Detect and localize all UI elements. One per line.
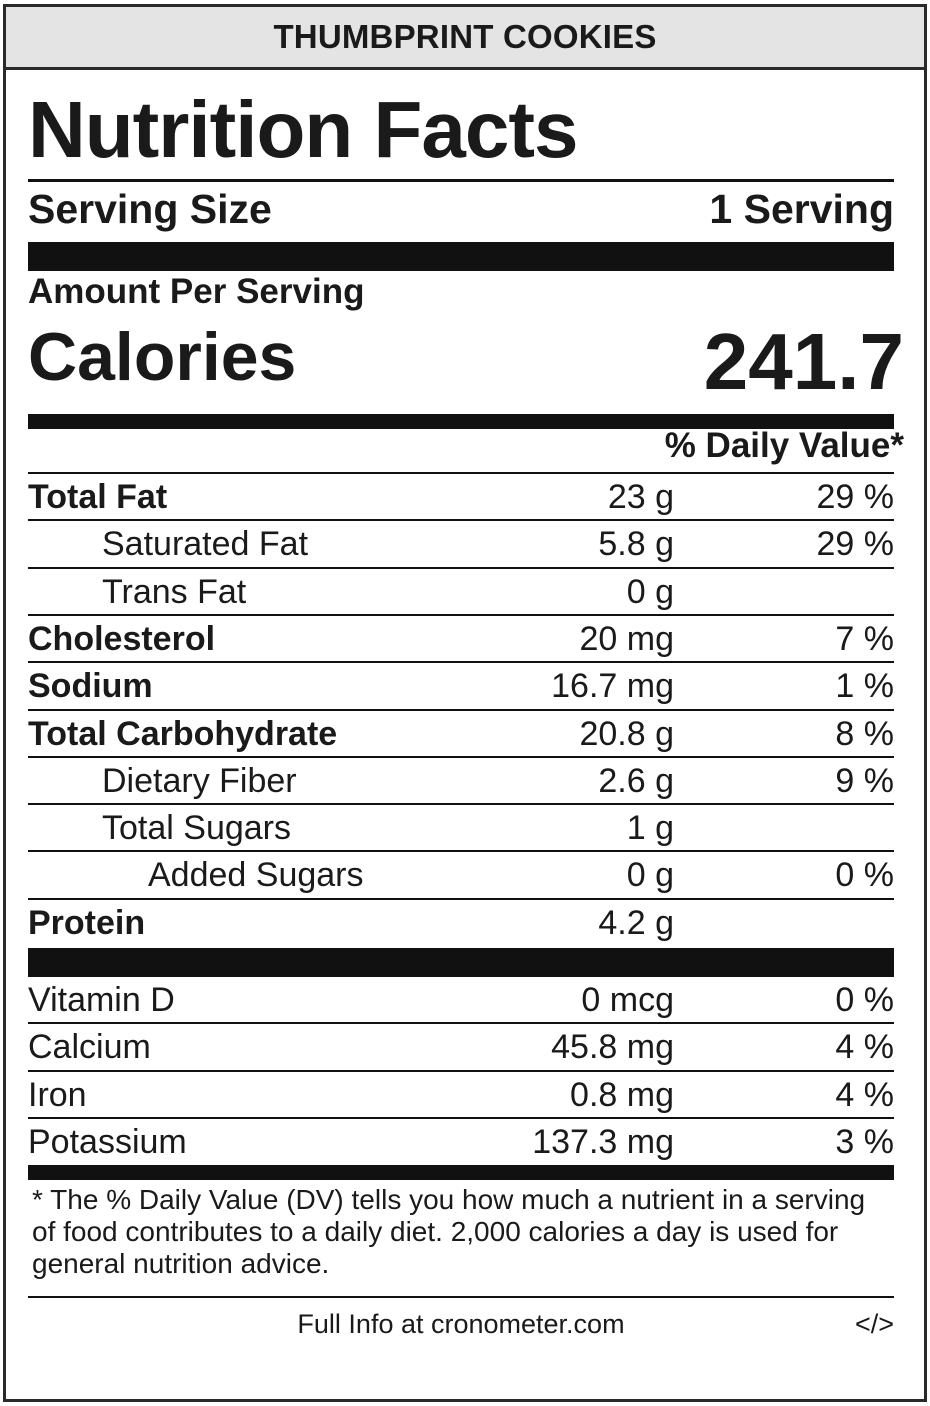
nutrient-daily-value: 0 % (835, 856, 894, 895)
nutrient-row: Dietary Fiber 2.6 g 9 % (28, 758, 894, 804)
divider (28, 179, 894, 182)
nutrient-amount: 23 g (607, 478, 674, 516)
nutrient-name: Total Sugars (102, 809, 291, 848)
nutrient-amount: 2.6 g (598, 761, 674, 800)
calories-value: 241.7 (703, 317, 904, 406)
nutrient-name: Calcium (28, 1028, 151, 1067)
nutrient-daily-value: 29 % (816, 525, 895, 564)
nutrient-amount: 16.7 mg (551, 667, 674, 706)
row-divider (28, 472, 894, 474)
thick-divider (28, 1165, 894, 1180)
nutrient-amount: 137.3 mg (532, 1122, 674, 1161)
row-divider (28, 803, 894, 806)
nutrient-amount: 0 g (626, 856, 674, 895)
nutrient-name: Protein (28, 903, 146, 942)
nutrient-row: Trans Fat 0 g (28, 569, 894, 615)
thick-divider (28, 242, 894, 271)
divider (28, 1296, 894, 1298)
nutrient-row: Total Carbohydrate 20.8 g 8 % (28, 711, 894, 757)
nutrient-name: Dietary Fiber (102, 761, 297, 800)
row-divider (28, 1022, 894, 1025)
row-divider (28, 566, 894, 569)
footer: Full Info at cronometer.com </> (28, 1304, 894, 1344)
amount-per-serving: Amount Per Serving (28, 272, 365, 311)
nutrient-row: Added Sugars 0 g 0 % (28, 852, 894, 898)
daily-value-header: % Daily Value* (664, 426, 904, 465)
calories-label: Calories (28, 319, 297, 395)
serving-size-label: Serving Size (28, 186, 272, 232)
nutrient-daily-value: 3 % (835, 1122, 894, 1161)
nutrient-name: Iron (28, 1075, 87, 1114)
thick-divider (28, 414, 894, 429)
row-divider (28, 1116, 894, 1119)
nutrient-row: Potassium 137.3 mg 3 % (28, 1119, 894, 1165)
nutrient-daily-value: 29 % (816, 478, 895, 516)
nutrient-amount: 4.2 g (598, 903, 674, 942)
nutrient-amount: 0 g (626, 572, 674, 611)
serving-size-row: Serving Size 1 Serving (28, 180, 894, 238)
nutrient-daily-value: 9 % (835, 761, 894, 800)
nutrient-daily-value: 8 % (835, 714, 894, 753)
daily-value-footnote: * The % Daily Value (DV) tells you how m… (32, 1184, 866, 1279)
nutrient-amount: 0.8 mg (570, 1075, 674, 1114)
product-title: THUMBPRINT COOKIES (6, 7, 924, 70)
nutrient-name: Total Fat (28, 478, 168, 516)
thick-divider (28, 948, 894, 977)
nutrient-row: Total Sugars 1 g (28, 805, 894, 851)
nutrient-daily-value: 4 % (835, 1075, 894, 1114)
row-divider (28, 519, 894, 522)
nutrient-row: Cholesterol 20 mg 7 % (28, 616, 894, 662)
row-divider (28, 850, 894, 853)
row-divider (28, 613, 894, 616)
nutrient-amount: 5.8 g (598, 525, 674, 564)
nutrient-row: Protein 4.2 g (28, 900, 894, 946)
nutrient-daily-value: 7 % (835, 619, 894, 658)
nutrient-row: Total Fat 23 g 29 % (28, 474, 894, 520)
nutrient-name: Added Sugars (148, 856, 364, 895)
nutrient-amount: 1 g (626, 809, 674, 848)
nutrient-row: Calcium 45.8 mg 4 % (28, 1024, 894, 1070)
nutrient-name: Trans Fat (102, 572, 247, 611)
nutrient-amount: 20.8 g (579, 714, 674, 753)
row-divider (28, 661, 894, 664)
nutrient-name: Saturated Fat (102, 525, 309, 564)
nutrient-row: Saturated Fat 5.8 g 29 % (28, 521, 894, 567)
nutrient-amount: 45.8 mg (551, 1028, 674, 1067)
nutrition-facts-heading: Nutrition Facts (28, 85, 578, 174)
cronometer-link[interactable]: Full Info at cronometer.com (297, 1309, 625, 1339)
nutrient-row: Iron 0.8 mg 4 % (28, 1072, 894, 1118)
nutrient-name: Potassium (28, 1122, 187, 1161)
nutrient-row: Vitamin D 0 mcg 0 % (28, 977, 894, 1023)
row-divider (28, 897, 894, 900)
nutrient-amount: 0 mcg (581, 981, 674, 1019)
nutrient-daily-value: 1 % (835, 667, 894, 706)
nutrient-name: Sodium (28, 667, 153, 706)
nutrient-name: Total Carbohydrate (28, 714, 338, 753)
row-divider (28, 1069, 894, 1072)
nutrient-amount: 20 mg (579, 619, 675, 658)
nutrient-name: Vitamin D (28, 981, 175, 1019)
nutrient-name: Cholesterol (28, 619, 216, 658)
serving-size-value: 1 Serving (709, 186, 894, 232)
row-divider (28, 708, 894, 711)
row-divider (28, 755, 894, 758)
embed-code-icon[interactable]: </> (854, 1309, 894, 1339)
nutrient-daily-value: 0 % (835, 981, 894, 1019)
nutrient-row: Sodium 16.7 mg 1 % (28, 663, 894, 709)
nutrient-daily-value: 4 % (835, 1028, 894, 1067)
